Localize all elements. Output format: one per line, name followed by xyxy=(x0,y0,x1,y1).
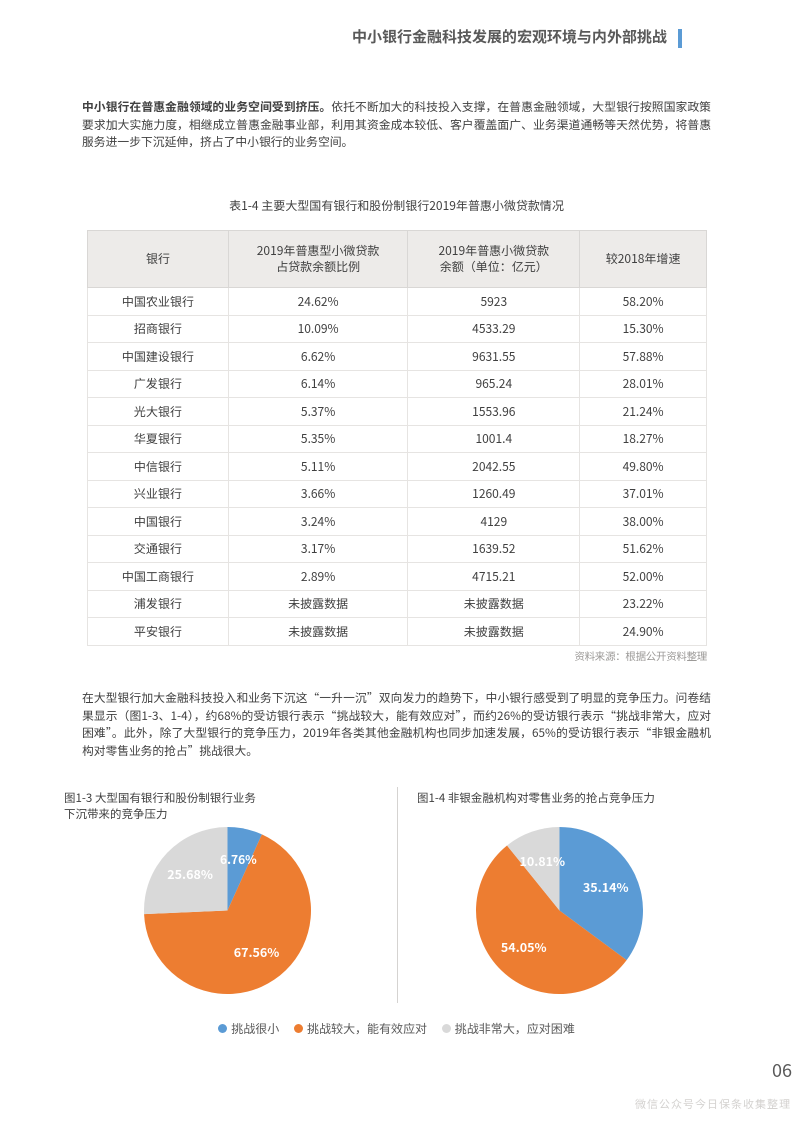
svg-text:25.68%: 25.68% xyxy=(167,864,213,883)
svg-text:35.14%: 35.14% xyxy=(583,877,629,896)
svg-text:67.56%: 67.56% xyxy=(234,942,280,961)
svg-text:10.81%: 10.81% xyxy=(519,851,565,870)
svg-text:54.05%: 54.05% xyxy=(501,937,547,956)
svg-text:6.76%: 6.76% xyxy=(220,851,257,868)
